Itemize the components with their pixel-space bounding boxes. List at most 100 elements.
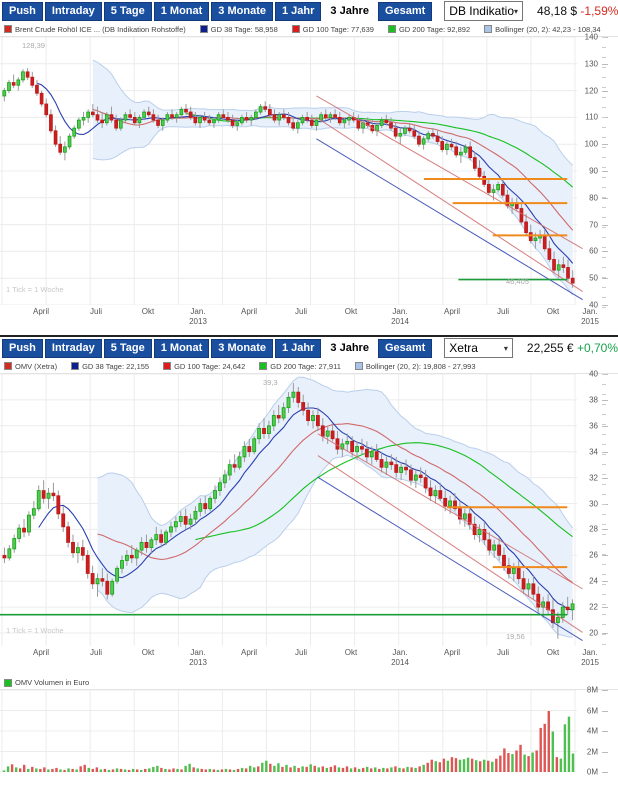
x-axis-tick: Jan. 2014 bbox=[391, 648, 409, 668]
x-axis-tick-label: Juli bbox=[496, 307, 510, 316]
volume-chart-svg bbox=[0, 690, 577, 772]
x-axis-tick-label: Jan. bbox=[190, 307, 206, 316]
x-axis-tick: Juli bbox=[90, 307, 102, 317]
range-button-5-tage[interactable]: 5 Tage bbox=[103, 1, 152, 21]
x-axis-tick-label: April bbox=[240, 648, 258, 657]
y-axis-minor-mark bbox=[602, 67, 606, 68]
legend-item-gd100: GD 100 Tage: 24,642 bbox=[163, 362, 245, 371]
y-axis-tick: 80 bbox=[589, 193, 598, 203]
y-axis-minor-mark bbox=[602, 117, 606, 118]
volume-y-axis-tick: 6M bbox=[586, 706, 598, 715]
range-button-intraday[interactable]: Intraday bbox=[44, 338, 102, 358]
price-plot-brent[interactable]: 40 50 60 70 80 90 100 110 120 130 140 128,39 46,40… bbox=[0, 33, 618, 310]
volume-y-axis-tick: 0M bbox=[586, 767, 598, 777]
legend-item-bollinger: Bollinger (20, 2): 19,808 - 27,993 bbox=[354, 362, 476, 371]
quote-change: -1,59% bbox=[580, 4, 618, 18]
legend-label: GD 38 Tage: 58,958 bbox=[210, 24, 278, 34]
exchange-select-omv[interactable]: Xetra ▾ bbox=[444, 338, 513, 358]
y-axis-tick: 22 bbox=[589, 602, 598, 612]
y-axis-minor-mark bbox=[602, 424, 606, 425]
range-button-3-monate[interactable]: 3 Monate bbox=[211, 338, 273, 358]
range-button-5-tage[interactable]: 5 Tage bbox=[103, 338, 152, 358]
exchange-select-brent[interactable]: DB Indikatio ▾ bbox=[444, 1, 524, 21]
legend-swatch-icon bbox=[199, 25, 208, 33]
x-axis-tick-label: Jan. bbox=[582, 648, 598, 657]
range-button-push[interactable]: Push bbox=[2, 338, 43, 358]
y-axis-minor-mark bbox=[602, 574, 606, 575]
y-axis-tick: 36 bbox=[589, 421, 598, 431]
x-axis-tick-label: Okt bbox=[546, 648, 560, 657]
range-button-3-jahre[interactable]: 3 Jahre bbox=[323, 1, 376, 21]
volume-plot[interactable]: 0M 2M 4M 6M 8M bbox=[0, 686, 618, 777]
x-axis-tick-label: Okt bbox=[344, 307, 358, 316]
y-axis-minor-mark bbox=[602, 197, 606, 198]
range-button-gesamt[interactable]: Gesamt bbox=[377, 1, 433, 21]
range-button-1-jahr[interactable]: 1 Jahr bbox=[274, 338, 322, 358]
range-button-1-monat[interactable]: 1 Monat bbox=[153, 338, 210, 358]
price-plot-omv[interactable]: 20 22 24 26 28 30 32 34 36 38 40 39,3 19,56 1 Tick… bbox=[0, 370, 618, 646]
x-axis-tick-label: April bbox=[32, 307, 50, 316]
x-axis-tick: Jan. 2015 bbox=[581, 307, 599, 327]
range-button-3-jahre[interactable]: 3 Jahre bbox=[323, 338, 376, 358]
y-axis-tick: 40 bbox=[589, 300, 598, 310]
y-axis-minor-mark bbox=[602, 267, 606, 268]
y-axis-minor-mark bbox=[602, 77, 606, 78]
legend-item-gd200: GD 200 Tage: 92,892 bbox=[387, 25, 470, 34]
range-button-3-monate[interactable]: 3 Monate bbox=[211, 1, 273, 21]
toolbar-brent: Push Intraday 5 Tage 1 Monat 3 Monate 1 … bbox=[0, 0, 618, 22]
legend-label: GD 100 Tage: 24,642 bbox=[174, 361, 246, 371]
y-axis-mark bbox=[602, 581, 608, 583]
x-axis-brent: April Juli Okt Jan. 2013 April Juli Okt Jan. 2014… bbox=[0, 305, 618, 335]
legend-label: GD 200 Tage: 27,911 bbox=[270, 361, 341, 371]
high-annotation-omv: 39,3 bbox=[263, 378, 278, 387]
x-axis-tick-label: Jan. bbox=[392, 307, 408, 316]
y-axis-minor-mark bbox=[602, 634, 606, 635]
y-axis-volume: 0M 2M 4M 6M 8M bbox=[580, 686, 618, 777]
chart-panel-omv: Push Intraday 5 Tage 1 Monat 3 Monate 1 … bbox=[0, 337, 618, 777]
y-axis-minor-mark bbox=[602, 374, 606, 375]
x-axis-tick-label: Juli bbox=[294, 307, 308, 316]
x-axis-tick: Okt bbox=[142, 648, 154, 658]
legend-item-gd38: GD 38 Tage: 22,155 bbox=[71, 362, 149, 371]
x-axis-tick: Jan. 2014 bbox=[391, 307, 409, 327]
y-axis-mark bbox=[602, 607, 608, 609]
range-button-1-jahr[interactable]: 1 Jahr bbox=[274, 1, 322, 21]
y-axis-tick: 26 bbox=[589, 550, 598, 560]
x-axis-tick-label: Okt bbox=[141, 648, 155, 657]
y-axis-minor-mark bbox=[602, 247, 606, 248]
y-axis-minor-mark bbox=[602, 187, 606, 188]
legend-swatch-icon bbox=[387, 25, 396, 33]
y-axis-tick: 28 bbox=[589, 524, 598, 534]
high-annotation-brent: 128,39 bbox=[22, 41, 45, 50]
low-annotation-omv: 19,56 bbox=[506, 632, 525, 641]
volume-y-axis-tick: 4M bbox=[586, 726, 598, 736]
y-axis-minor-mark bbox=[602, 384, 606, 385]
exchange-select-value: DB Indikatio bbox=[449, 4, 514, 18]
x-axis-tick-label: Okt bbox=[344, 648, 358, 657]
range-button-1-monat[interactable]: 1 Monat bbox=[153, 1, 210, 21]
x-axis-tick: April bbox=[241, 307, 257, 317]
range-button-push[interactable]: Push bbox=[2, 1, 43, 21]
y-axis-minor-mark bbox=[602, 127, 606, 128]
y-axis-brent: 40 50 60 70 80 90 100 110 120 130 140 bbox=[580, 33, 618, 310]
y-axis-minor-mark bbox=[602, 217, 606, 218]
legend-swatch-icon bbox=[4, 678, 12, 687]
x-axis-tick-year: 2014 bbox=[391, 658, 409, 667]
legend-swatch-icon bbox=[163, 362, 172, 370]
y-axis-tick: 24 bbox=[589, 576, 598, 586]
x-axis-tick: April bbox=[444, 648, 460, 658]
y-axis-minor-mark bbox=[602, 474, 606, 475]
legend-swatch-icon bbox=[259, 362, 268, 370]
legend-item-gd100: GD 100 Tage: 77,639 bbox=[291, 25, 374, 34]
tick-info-omv: 1 Tick = 1 Woche bbox=[6, 626, 64, 635]
y-axis-mark bbox=[602, 171, 608, 172]
range-button-gesamt[interactable]: Gesamt bbox=[377, 338, 433, 358]
chevron-down-icon: ▾ bbox=[514, 6, 519, 16]
y-axis-minor-mark bbox=[602, 157, 606, 158]
y-axis-mark bbox=[602, 451, 608, 453]
y-axis-minor-mark bbox=[602, 644, 606, 645]
x-axis-tick: Juli bbox=[295, 307, 307, 317]
exchange-select-value: Xetra bbox=[449, 341, 478, 355]
range-button-intraday[interactable]: Intraday bbox=[44, 1, 102, 21]
tick-info-brent: 1 Tick = 1 Woche bbox=[6, 285, 64, 294]
